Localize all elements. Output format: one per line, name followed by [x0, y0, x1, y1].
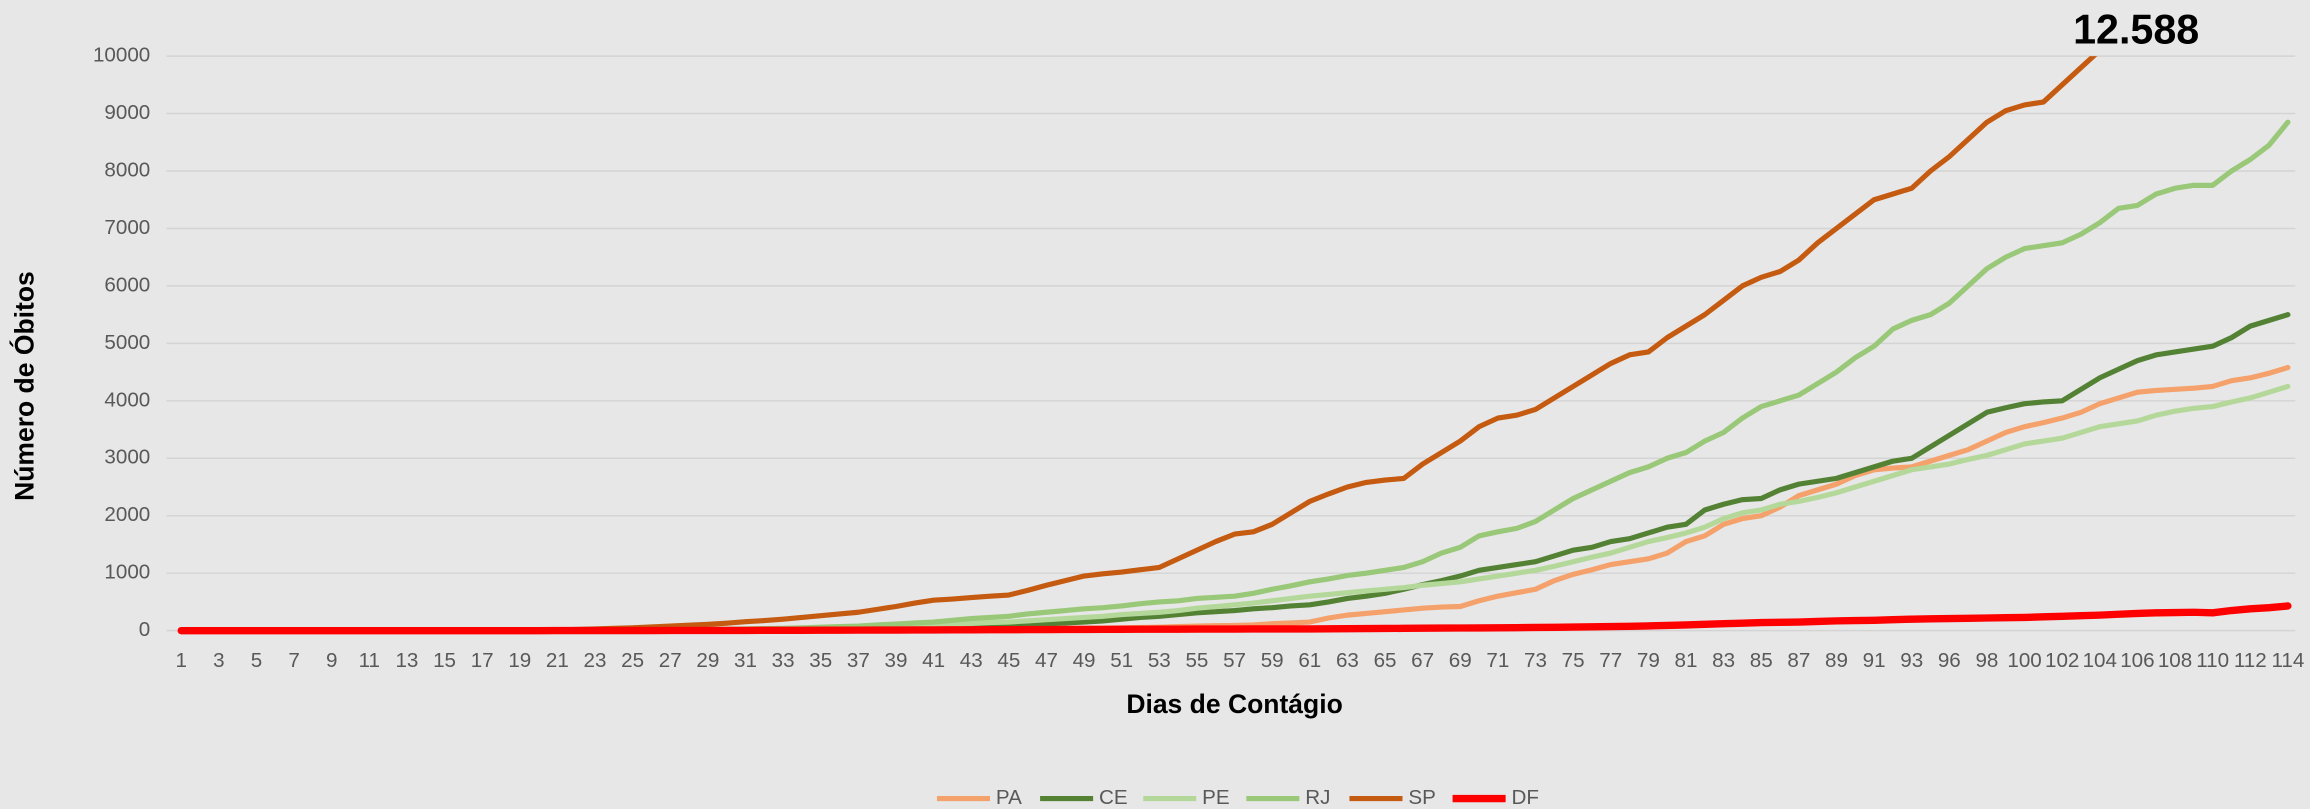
legend-label: SP [1408, 786, 1436, 809]
x-tick-label: 51 [1110, 649, 1133, 672]
x-tick-label: 100 [2007, 649, 2041, 672]
x-tick-label: 47 [1035, 649, 1058, 672]
legend-label: PE [1202, 786, 1230, 809]
x-tick-label: 11 [359, 649, 380, 672]
x-tick-label: 71 [1486, 649, 1509, 672]
x-tick-label: 37 [847, 649, 870, 672]
y-tick-label: 0 [139, 618, 150, 641]
x-tick-label: 102 [2045, 649, 2079, 672]
x-tick-label: 41 [922, 649, 945, 672]
x-tick-label: 98 [1975, 649, 1998, 672]
x-tick-label: 79 [1637, 649, 1660, 672]
x-tick-label: 9 [326, 649, 337, 672]
x-tick-label: 63 [1336, 649, 1359, 672]
series-line [178, 119, 2291, 634]
x-tick-label: 43 [960, 649, 983, 672]
x-tick-label: 19 [508, 649, 531, 672]
x-tick-label: 77 [1599, 649, 1622, 672]
y-axis-title: Número de Óbitos [10, 271, 40, 501]
y-tick-label: 9000 [104, 101, 150, 124]
x-tick-label: 112 [2234, 649, 2267, 672]
x-tick-label: 29 [696, 649, 719, 672]
x-tick-label: 15 [433, 649, 456, 672]
x-tick-label: 55 [1185, 649, 1208, 672]
x-tick-label: 1 [175, 649, 186, 672]
x-tick-label: 17 [471, 649, 494, 672]
x-tick-label: 13 [395, 649, 418, 672]
y-tick-label: 1000 [104, 561, 150, 584]
x-tick-label: 39 [885, 649, 908, 672]
x-tick-label: 93 [1900, 649, 1923, 672]
x-tick-label: 87 [1787, 649, 1810, 672]
x-tick-label: 110 [2196, 649, 2229, 672]
x-tick-label: 59 [1261, 649, 1284, 672]
y-tick-label: 5000 [104, 331, 150, 354]
x-tick-label: 114 [2271, 649, 2304, 672]
x-tick-label: 108 [2158, 649, 2192, 672]
x-tick-label: 89 [1825, 649, 1848, 672]
x-tick-label: 61 [1298, 649, 1321, 672]
series-line [178, 364, 2291, 634]
y-tick-label: 2000 [104, 503, 150, 526]
x-tick-label: 3 [213, 649, 224, 672]
plot-lines [177, 56, 2292, 635]
y-tick-label: 8000 [104, 158, 150, 181]
x-tick-label: 5 [251, 649, 262, 672]
x-tick-label: 85 [1750, 649, 1773, 672]
series-line [178, 312, 2291, 634]
x-tick-label: 73 [1524, 649, 1547, 672]
x-tick-label: 81 [1675, 649, 1698, 672]
y-tick-label: 10000 [93, 44, 150, 67]
y-tick-label: 3000 [104, 446, 150, 469]
x-tick-label: 27 [659, 649, 682, 672]
x-tick-label: 23 [584, 649, 607, 672]
x-tick-label: 25 [621, 649, 644, 672]
annotation: 12.588 [2073, 6, 2199, 52]
legend-label: DF [1512, 786, 1539, 809]
x-tick-label: 75 [1562, 649, 1585, 672]
x-tick-label: 31 [734, 649, 757, 672]
x-axis-title: Dias de Contágio [1126, 689, 1342, 719]
x-tick-label: 69 [1449, 649, 1472, 672]
legend-label: PA [996, 786, 1022, 809]
y-tick-label: 4000 [104, 388, 150, 411]
x-tick-label: 83 [1712, 649, 1735, 672]
x-tick-label: 57 [1223, 649, 1246, 672]
x-tick-label: 33 [772, 649, 795, 672]
x-tick-label: 106 [2120, 649, 2154, 672]
legend-label: RJ [1305, 786, 1330, 809]
x-tick-label: 45 [997, 649, 1020, 672]
y-tick-label: 7000 [104, 216, 150, 239]
series-line [177, 602, 2292, 635]
x-tick-label: 104 [2083, 649, 2117, 672]
x-tick-label: 67 [1411, 649, 1434, 672]
x-tick-label: 21 [546, 649, 569, 672]
legend-label: CE [1099, 786, 1128, 809]
x-tick-label: 53 [1148, 649, 1171, 672]
x-tick-label: 91 [1863, 649, 1886, 672]
x-tick-label: 65 [1374, 649, 1397, 672]
x-tick-label: 35 [809, 649, 832, 672]
x-tick-label: 7 [288, 649, 299, 672]
x-tick-label: 96 [1938, 649, 1961, 672]
y-tick-label: 6000 [104, 273, 150, 296]
series-line [178, 56, 2098, 634]
x-tick-label: 49 [1073, 649, 1096, 672]
